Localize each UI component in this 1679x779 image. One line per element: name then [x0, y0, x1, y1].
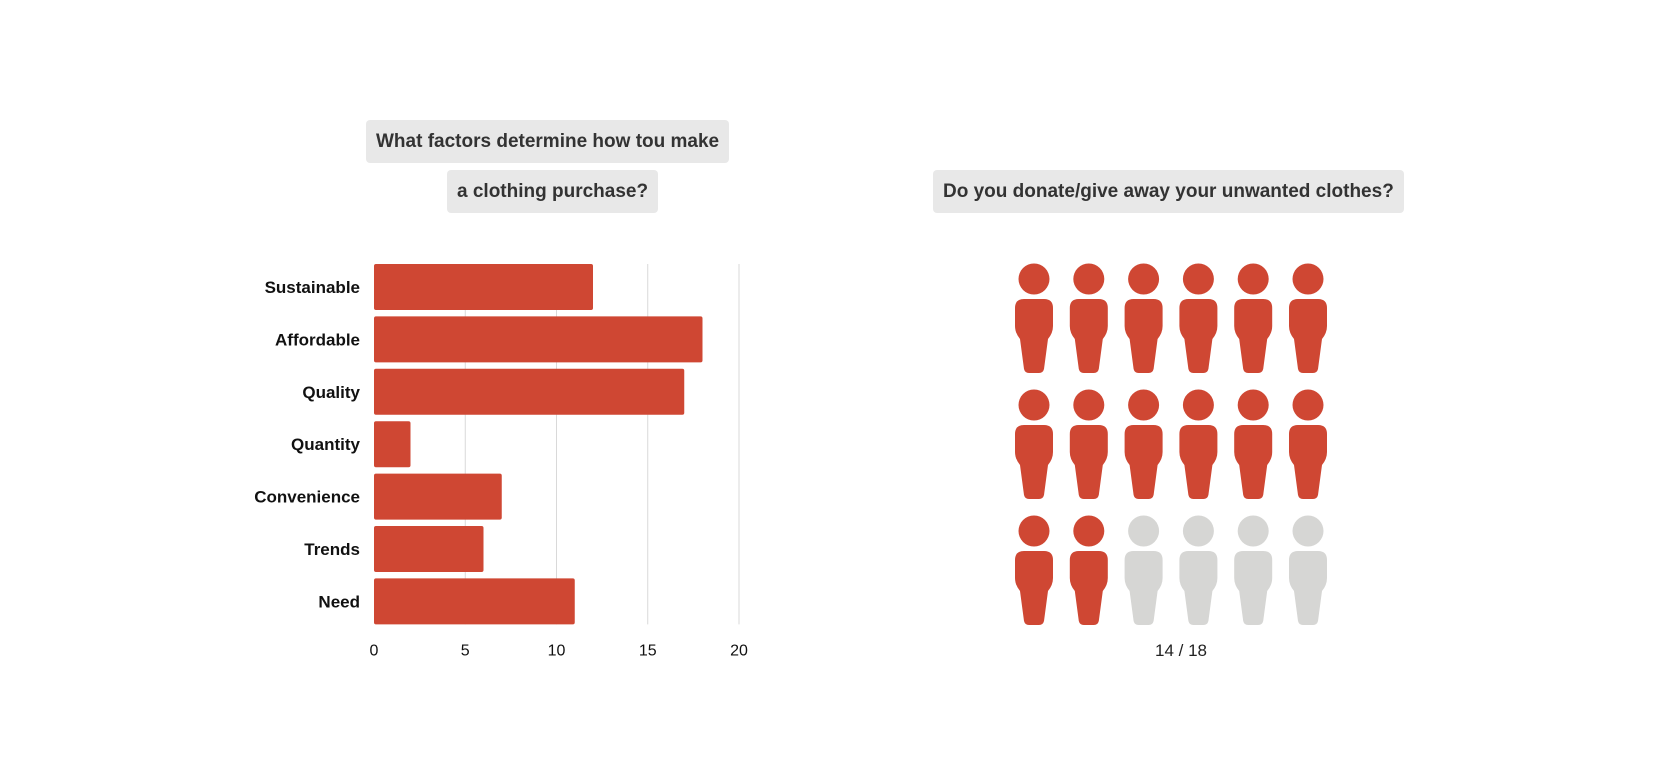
bar-sustainable: [374, 264, 593, 310]
person-icon: [1179, 515, 1218, 625]
person-icon: [1234, 515, 1273, 625]
pictogram-people: [1015, 263, 1327, 625]
person-body: [1234, 551, 1273, 625]
bars: [374, 264, 703, 625]
person-icon: [1289, 515, 1327, 625]
category-label: Quantity: [291, 435, 360, 454]
person-head: [1237, 515, 1269, 547]
bar-need: [374, 578, 575, 625]
person-head: [1073, 389, 1105, 421]
person-body: [1069, 425, 1108, 499]
person-head: [1292, 389, 1324, 421]
person-head: [1182, 389, 1214, 421]
bar-quality: [374, 368, 685, 415]
person-body: [1234, 299, 1273, 373]
person-body: [1289, 551, 1327, 625]
person-body: [1234, 425, 1273, 499]
person-icon: [1124, 389, 1163, 499]
person-icon: [1069, 515, 1108, 625]
person-head: [1237, 389, 1269, 421]
person-head: [1128, 389, 1160, 421]
person-head: [1073, 263, 1105, 295]
person-icon: [1124, 515, 1163, 625]
person-body: [1069, 299, 1108, 373]
person-body: [1015, 299, 1053, 373]
x-tick-label: 10: [548, 642, 566, 659]
person-body: [1289, 425, 1327, 499]
person-body: [1179, 551, 1218, 625]
person-head: [1128, 263, 1160, 295]
person-icon: [1015, 515, 1053, 625]
person-icon: [1179, 263, 1218, 373]
person-head: [1018, 389, 1050, 421]
person-icon: [1234, 263, 1273, 373]
bar-affordable: [374, 316, 703, 363]
person-icon: [1124, 263, 1163, 373]
bar-convenience: [374, 473, 502, 520]
person-body: [1124, 425, 1163, 499]
person-head: [1018, 515, 1050, 547]
category-labels: Sustainable Affordable Quality Quantity Conv…: [254, 278, 360, 611]
person-body: [1124, 551, 1163, 625]
person-icon: [1289, 263, 1327, 373]
person-body: [1069, 551, 1108, 625]
x-tick-labels: 0 5 10 15 20: [370, 642, 748, 659]
person-icon: [1015, 389, 1053, 499]
category-label: Convenience: [254, 488, 360, 507]
bar-chart-title-line1: What factors determine how tou make: [366, 120, 730, 163]
person-body: [1015, 551, 1053, 625]
person-head: [1018, 263, 1050, 295]
person-head: [1292, 515, 1324, 547]
pictogram-count-label: 14 / 18: [1155, 641, 1207, 660]
bar-quantity: [374, 421, 411, 468]
person-body: [1179, 425, 1218, 499]
category-label: Sustainable: [265, 278, 360, 297]
x-tick-label: 0: [370, 642, 379, 659]
person-body: [1015, 425, 1053, 499]
person-icon: [1069, 389, 1108, 499]
person-head: [1073, 515, 1105, 547]
person-body: [1289, 299, 1327, 373]
x-tick-label: 15: [639, 642, 657, 659]
person-icon: [1289, 389, 1327, 499]
person-head: [1237, 263, 1269, 295]
person-icon: [1015, 263, 1053, 373]
person-head: [1182, 515, 1214, 547]
category-label: Need: [318, 592, 360, 611]
person-body: [1124, 299, 1163, 373]
pictogram-title: Do you donate/give away your unwanted cl…: [933, 170, 1404, 213]
person-head: [1128, 515, 1160, 547]
person-body: [1179, 299, 1218, 373]
person-icon: [1179, 389, 1218, 499]
category-label: Affordable: [275, 330, 360, 349]
person-icon: [1069, 263, 1108, 373]
category-label: Quality: [302, 383, 360, 402]
bar-chart-title-line2: a clothing purchase?: [447, 170, 659, 213]
category-label: Trends: [304, 540, 360, 559]
person-head: [1182, 263, 1214, 295]
x-tick-label: 5: [461, 642, 470, 659]
person-head: [1292, 263, 1324, 295]
person-icon: [1234, 389, 1273, 499]
x-tick-label: 20: [730, 642, 748, 659]
bar-trends: [374, 526, 484, 572]
